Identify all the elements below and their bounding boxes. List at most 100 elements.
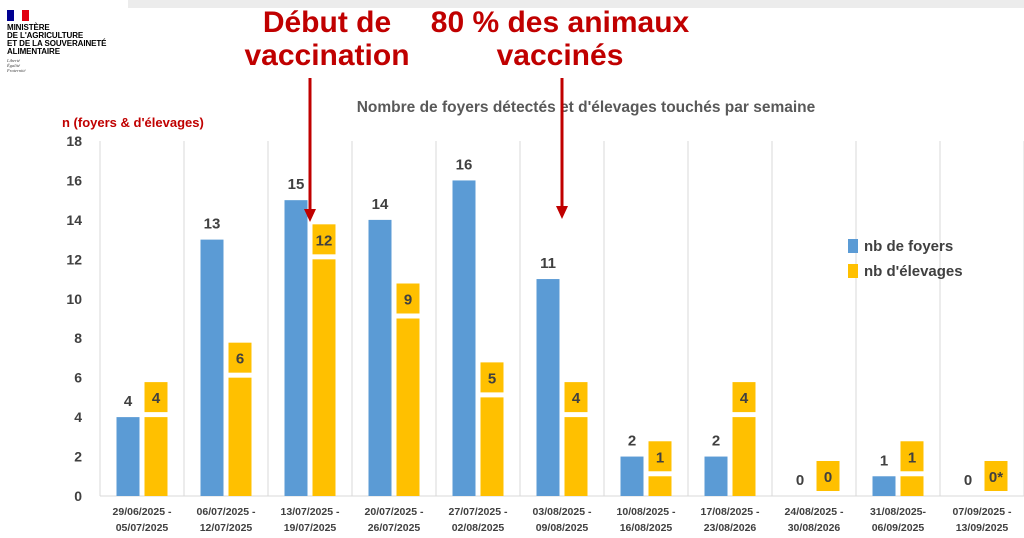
bar-elevages <box>564 417 588 496</box>
data-label-elevages: 12 <box>316 232 333 249</box>
data-label-box-elevages <box>816 461 840 491</box>
bar-foyers <box>368 219 392 496</box>
flag-red <box>21 10 29 21</box>
data-label-box-elevages <box>480 362 504 393</box>
y-tick-label: 8 <box>74 330 82 346</box>
legend-swatch <box>848 264 858 278</box>
bar-foyers <box>200 239 224 496</box>
bar-foyers <box>872 476 896 496</box>
data-label-foyers: 13 <box>204 216 221 233</box>
data-label-elevages: 1 <box>908 449 916 466</box>
x-tick-label: 10/08/2025 - <box>617 506 676 518</box>
x-tick-label: 12/07/2025 <box>200 522 253 534</box>
bar-foyers <box>620 456 644 496</box>
data-label-foyers: 0 <box>796 472 804 489</box>
data-label-elevages: 0* <box>989 469 1003 486</box>
data-label-foyers: 14 <box>372 196 389 213</box>
ministry-logo: MINISTÈRE DE L'AGRICULTURE ET DE LA SOUV… <box>7 10 127 73</box>
chart-title: Nombre de foyers détectés et d'élevages … <box>357 99 816 116</box>
data-label-box-elevages <box>312 224 336 255</box>
x-tick-label: 30/08/2026 <box>788 522 841 534</box>
data-label-box-elevages <box>732 382 756 413</box>
data-label-box-elevages <box>564 382 588 413</box>
legend-label: nb de foyers <box>864 238 953 255</box>
y-tick-label: 4 <box>74 409 82 425</box>
annotation-line: vaccination <box>244 39 410 72</box>
x-tick-label: 07/09/2025 - <box>953 506 1012 518</box>
annotation-line: Début de <box>262 6 392 39</box>
x-tick-label: 20/07/2025 - <box>365 506 424 518</box>
x-tick-label: 06/09/2025 <box>872 522 925 534</box>
data-label-elevages: 1 <box>656 449 664 466</box>
x-tick-label: 06/07/2025 - <box>197 506 256 518</box>
x-tick-label: 31/08/2025- <box>870 506 927 518</box>
republic-motto: Liberté Égalité Fraternité <box>7 58 26 73</box>
data-label-foyers: 16 <box>456 156 473 173</box>
data-label-foyers: 15 <box>288 176 305 193</box>
x-tick-label: 27/07/2025 - <box>449 506 508 518</box>
data-label-elevages: 5 <box>488 370 496 387</box>
bar-elevages <box>396 318 420 496</box>
data-label-box-elevages <box>984 461 1008 491</box>
y-tick-label: 6 <box>74 370 82 386</box>
data-label-box-elevages <box>900 441 924 472</box>
data-label-elevages: 0 <box>824 469 832 486</box>
annotation-arrow-head <box>304 209 316 222</box>
x-tick-label: 29/06/2025 - <box>113 506 172 518</box>
data-label-elevages: 6 <box>236 351 244 368</box>
data-label-box-elevages <box>228 342 252 373</box>
y-tick-label: 14 <box>66 212 82 228</box>
french-flag-icon <box>7 10 29 21</box>
annotation-arrow-head <box>556 206 568 219</box>
x-tick-label: 26/07/2025 <box>368 522 421 534</box>
y-tick-label: 0 <box>74 488 82 504</box>
data-label-elevages: 4 <box>152 390 161 407</box>
flag-blue <box>7 10 15 21</box>
x-tick-label: 24/08/2025 - <box>785 506 844 518</box>
bar-foyers <box>536 279 560 496</box>
flag-white <box>14 10 22 21</box>
data-label-foyers: 0 <box>964 472 972 489</box>
bar-elevages <box>228 377 252 496</box>
annotation-line: vaccinés <box>496 39 624 72</box>
x-tick-label: 03/08/2025 - <box>533 506 592 518</box>
data-label-box-elevages <box>648 441 672 472</box>
bar-foyers <box>284 200 308 496</box>
data-label-foyers: 1 <box>880 452 888 469</box>
bar-elevages <box>312 259 336 496</box>
data-label-elevages: 4 <box>572 390 581 407</box>
x-tick-label: 02/08/2025 <box>452 522 505 534</box>
bar-elevages <box>144 417 168 496</box>
y-tick-label: 16 <box>66 172 82 188</box>
data-label-box-elevages <box>144 382 168 413</box>
annotation-vaccination-start: Début de vaccination <box>242 6 412 72</box>
data-label-foyers: 4 <box>124 393 133 410</box>
y-tick-label: 12 <box>66 251 82 267</box>
annotation-line: 80 % des animaux <box>430 6 690 39</box>
x-tick-label: 13/07/2025 - <box>281 506 340 518</box>
y-tick-label: 18 <box>66 133 82 149</box>
data-label-foyers: 2 <box>712 433 720 450</box>
bar-elevages <box>480 397 504 496</box>
x-tick-label: 23/08/2026 <box>704 522 757 534</box>
data-label-foyers: 2 <box>628 433 636 450</box>
ministry-name: MINISTÈRE DE L'AGRICULTURE ET DE LA SOUV… <box>7 23 107 56</box>
bar-elevages <box>900 476 924 496</box>
data-label-elevages: 9 <box>404 292 412 309</box>
x-tick-label: 19/07/2025 <box>284 522 337 534</box>
x-tick-label: 17/08/2025 - <box>701 506 760 518</box>
window-top-bar <box>128 0 1024 8</box>
x-tick-label: 13/09/2025 <box>956 522 1009 534</box>
y-axis-label: n (foyers & d'élevages) <box>62 115 204 130</box>
y-tick-label: 2 <box>74 449 82 465</box>
legend-label: nb d'élevages <box>864 263 963 280</box>
data-label-foyers: 11 <box>540 255 556 272</box>
x-tick-label: 16/08/2025 <box>620 522 673 534</box>
x-tick-label: 05/07/2025 <box>116 522 169 534</box>
bar-foyers <box>452 180 476 496</box>
data-label-box-elevages <box>396 283 420 314</box>
bar-foyers <box>116 417 140 496</box>
bar-elevages <box>732 417 756 496</box>
bar-elevages <box>648 476 672 496</box>
